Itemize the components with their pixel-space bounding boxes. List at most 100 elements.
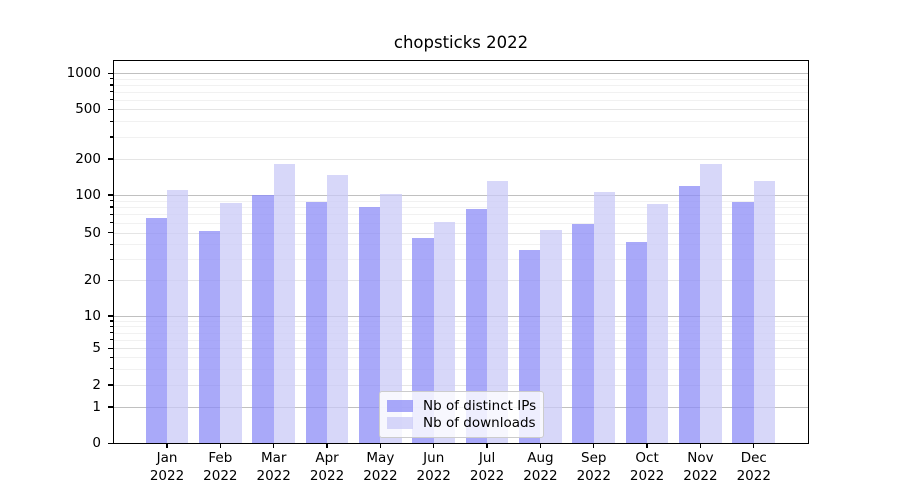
x-tick-aug-2022	[539, 443, 542, 448]
y-tick-label-50: 50	[83, 224, 101, 241]
bar-nb-of-distinct-ips-apr-2022	[305, 201, 328, 444]
y-tick-label-2: 2	[92, 377, 101, 393]
x-tick-nov-2022	[699, 443, 702, 448]
y-tick-minor-4	[110, 356, 113, 358]
chart-title: chopsticks 2022	[393, 33, 529, 52]
x-tick-label-line: Oct	[635, 450, 659, 467]
x-tick-label-oct-2022: Oct 2022	[607, 450, 687, 485]
bar-nb-of-downloads-sep-2022	[593, 192, 616, 444]
x-tick-label-nov-2022: Nov 2022	[660, 450, 740, 485]
gridline-y-50	[113, 232, 809, 234]
gridline-y-2	[113, 385, 809, 386]
legend-swatch-nb-of-distinct-ips	[387, 399, 413, 413]
x-tick-label-line: 2022	[256, 467, 291, 484]
y-tick-minor-60	[110, 222, 113, 224]
y-tick-minor-40	[110, 243, 113, 245]
x-tick-label-line: May	[366, 450, 395, 467]
bar-nb-of-distinct-ips-sep-2022	[572, 223, 594, 444]
y-tick-minor-30	[110, 258, 113, 260]
legend-item-nb-of-downloads: Nb of downloads	[387, 415, 536, 431]
gridline-y-40	[113, 244, 809, 246]
y-tick-100	[108, 194, 113, 196]
legend: Nb of distinct IPs Nb of downloads	[379, 391, 544, 438]
y-tick-20	[108, 279, 113, 281]
x-tick-label-line: 2022	[683, 467, 718, 484]
gridline-y-800	[113, 84, 809, 86]
legend-label-nb-of-downloads: Nb of downloads	[423, 415, 536, 431]
bar-nb-of-downloads-may-2022	[380, 193, 402, 444]
bar-nb-of-downloads-aug-2022	[540, 229, 562, 444]
gridline-y-700	[113, 91, 809, 93]
legend-label-nb-of-distinct-ips: Nb of distinct IPs	[423, 398, 537, 414]
x-tick-jul-2022	[486, 443, 488, 448]
y-tick-label-0: 0	[92, 435, 101, 452]
bar-nb-of-downloads-apr-2022	[327, 174, 349, 444]
bar-nb-of-distinct-ips-mar-2022	[252, 195, 274, 444]
x-tick-label-line: Dec	[740, 450, 767, 467]
gridline-y-20	[113, 280, 809, 282]
x-tick-label-line: Apr	[315, 450, 339, 467]
x-tick-jan-2022	[166, 443, 168, 448]
y-tick-minor-700	[110, 91, 113, 93]
gridline-y-60	[113, 222, 809, 224]
x-tick-label-jul-2022: Jul 2022	[447, 450, 527, 485]
y-tick-0	[108, 442, 113, 444]
x-tick-label-line: 2022	[203, 467, 238, 484]
gridline-y-10	[113, 316, 809, 318]
x-tick-label-line: Sep	[581, 450, 607, 467]
bar-nb-of-downloads-oct-2022	[647, 203, 669, 444]
bar-nb-of-distinct-ips-jul-2022	[465, 208, 488, 444]
x-tick-label-line: 2022	[149, 467, 185, 484]
y-tick-label-5: 5	[92, 340, 101, 357]
bar-nb-of-downloads-jan-2022	[167, 190, 189, 444]
x-tick-label-line: 2022	[576, 467, 611, 484]
y-tick-minor-900	[110, 78, 113, 80]
bar-nb-of-downloads-mar-2022	[273, 164, 296, 444]
gridline-y-90	[113, 200, 809, 202]
y-tick-label-1000: 1000	[66, 65, 101, 82]
gridline-y-8	[113, 326, 809, 328]
bar-nb-of-downloads-dec-2022	[753, 180, 776, 444]
plot-area	[113, 60, 809, 444]
bar-nb-of-distinct-ips-feb-2022	[199, 230, 221, 444]
gridline-y-70	[113, 214, 809, 216]
x-tick-sep-2022	[593, 443, 595, 448]
bar-nb-of-distinct-ips-jan-2022	[145, 218, 167, 444]
y-tick-200	[108, 158, 113, 160]
x-tick-apr-2022	[326, 443, 328, 448]
bar-nb-of-downloads-jun-2022	[433, 221, 456, 444]
gridline-y-80	[113, 207, 809, 209]
x-tick-label-line: 2022	[309, 467, 345, 484]
x-tick-label-may-2022: May 2022	[340, 450, 420, 485]
gridline-y-600	[113, 99, 809, 101]
x-tick-label-line: 2022	[363, 467, 398, 484]
bar-nb-of-distinct-ips-may-2022	[359, 207, 381, 444]
y-tick-minor-3	[110, 368, 113, 370]
x-tick-label-apr-2022: Apr 2022	[287, 450, 367, 485]
bar-nb-of-distinct-ips-dec-2022	[732, 201, 754, 444]
x-tick-label-feb-2022: Feb 2022	[180, 450, 260, 485]
x-tick-label-line: 2022	[523, 467, 558, 484]
x-tick-oct-2022	[646, 443, 648, 448]
y-tick-label-500: 500	[75, 101, 101, 118]
gridline-y-9	[113, 320, 809, 322]
y-tick-1000	[108, 72, 113, 74]
y-tick-minor-600	[110, 99, 113, 101]
x-tick-label-line: Jul	[478, 450, 496, 467]
bar-nb-of-downloads-feb-2022	[220, 202, 242, 444]
x-tick-label-line: Feb	[208, 450, 233, 467]
y-tick-1	[108, 406, 113, 408]
y-tick-minor-70	[110, 213, 113, 216]
x-tick-label-line: 2022	[736, 467, 771, 484]
bars	[113, 60, 809, 444]
x-tick-label-line: Aug	[527, 450, 554, 467]
y-tick-label-10: 10	[83, 308, 101, 324]
x-tick-label-line: 2022	[416, 467, 451, 484]
legend-swatch-nb-of-downloads	[387, 416, 413, 430]
gridline-y-4	[113, 357, 809, 359]
y-tick-500	[108, 108, 113, 110]
gridline-y-200	[113, 159, 809, 160]
x-tick-label-dec-2022: Dec 2022	[714, 450, 794, 485]
y-tick-minor-6	[110, 339, 113, 341]
y-tick-minor-90	[110, 200, 113, 202]
